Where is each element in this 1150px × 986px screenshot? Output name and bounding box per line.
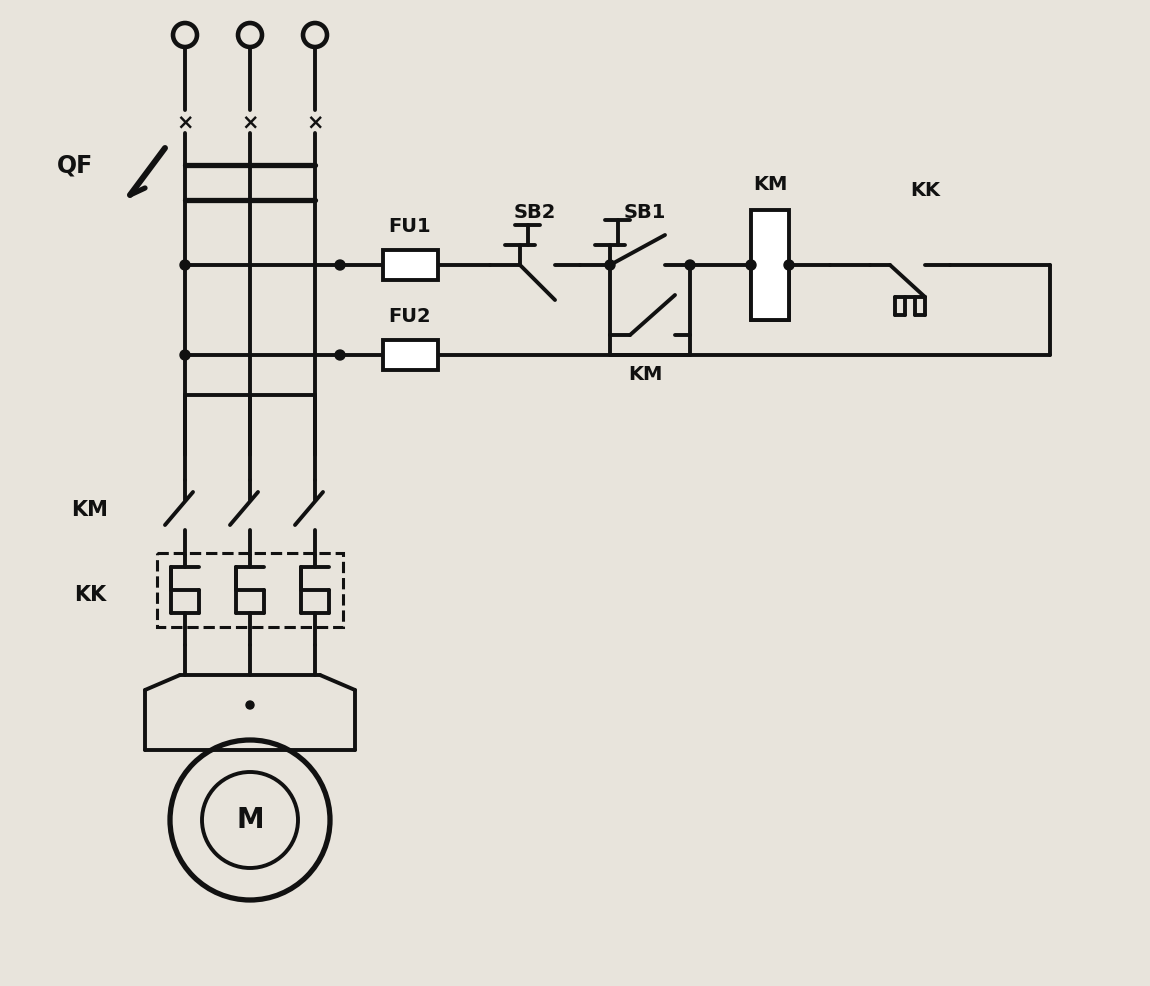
Text: M: M [236,806,263,834]
Circle shape [685,260,695,270]
Text: ×: × [176,112,193,132]
Text: KK: KK [74,585,106,605]
Bar [158,553,343,627]
Bar [751,210,789,320]
Bar [383,340,437,370]
Text: KM: KM [753,176,788,194]
Circle shape [181,260,190,270]
Circle shape [784,260,794,270]
Text: SB1: SB1 [623,203,666,223]
Text: KK: KK [910,180,940,199]
Text: KM: KM [71,500,108,520]
Circle shape [246,701,254,709]
Text: ×: × [306,112,324,132]
Bar [383,250,437,280]
Text: QF: QF [56,153,93,177]
Text: ×: × [242,112,259,132]
Text: SB2: SB2 [514,203,557,223]
Circle shape [335,350,345,360]
Text: KM: KM [628,366,662,385]
Circle shape [181,350,190,360]
Circle shape [605,260,615,270]
Circle shape [746,260,756,270]
Text: FU2: FU2 [389,308,431,326]
Text: FU1: FU1 [389,218,431,237]
Circle shape [335,260,345,270]
